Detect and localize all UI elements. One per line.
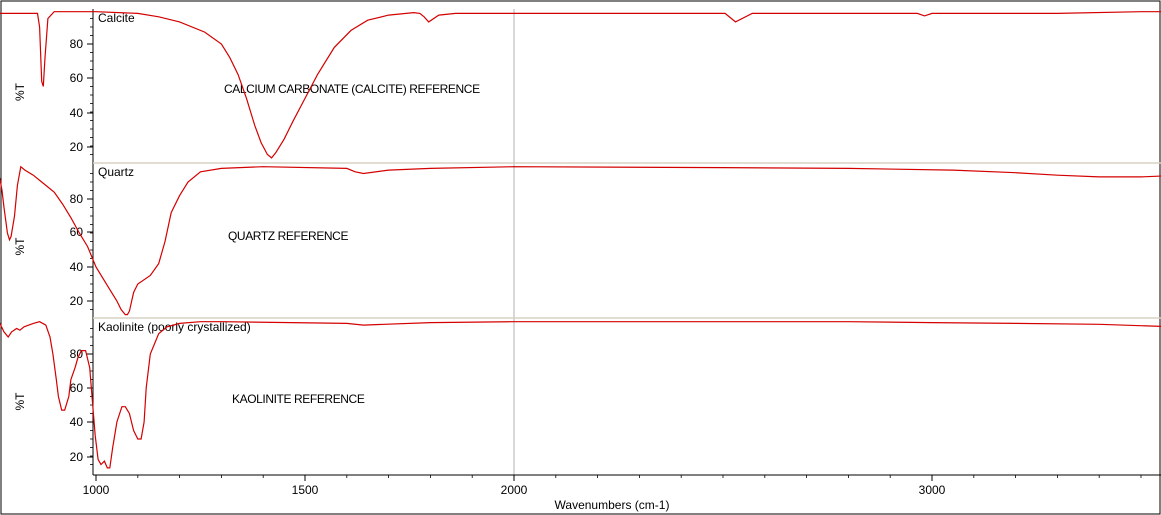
y-tick-label: 80 <box>70 192 84 206</box>
panel-annotation: QUARTZ REFERENCE <box>228 229 348 243</box>
x-tick-label: 2000 <box>501 483 528 497</box>
spectrum-line <box>0 11 1161 159</box>
y-tick-label: 40 <box>70 260 84 274</box>
x-axis: 3000 2000 1500 1000 <box>83 474 1161 497</box>
panel-annotation: KAOLINITE REFERENCE <box>232 392 365 406</box>
y-tick-label: 60 <box>70 71 84 85</box>
y-tick-label: 60 <box>70 225 84 239</box>
x-tick-label: 1000 <box>83 483 110 497</box>
spectrum-line <box>0 165 1161 316</box>
y-axis-label: %T <box>13 237 27 256</box>
y-tick-label: 20 <box>70 294 84 308</box>
x-tick-label: 1500 <box>292 483 319 497</box>
y-tick-label: 20 <box>70 450 84 464</box>
panel-annotation: CALCIUM CARBONATE (CALCITE) REFERENCE <box>224 82 480 96</box>
x-axis-label: Wavenumbers (cm-1) <box>555 498 670 512</box>
panel-title: Kaolinite (poorly crystallized) <box>98 320 251 334</box>
y-tick-label: 40 <box>70 106 84 120</box>
y-tick-label: 20 <box>70 140 84 154</box>
y-tick-label: 80 <box>70 347 84 361</box>
panel-1: 20 40 60 80 %T Calcite CALCIUM CARBONATE (CALC… <box>0 11 1161 159</box>
y-tick-label: 40 <box>70 415 84 429</box>
panel-2: 20 40 60 80 %T Quartz QUARTZ REFERENCE <box>0 162 1161 316</box>
y-tick-label: 60 <box>70 381 84 395</box>
y-axis-label: %T <box>13 82 27 101</box>
spectrum-line <box>0 321 1161 469</box>
panel-3: 20 40 60 80 %T Kaolinite (poorly crystallized… <box>0 317 1161 469</box>
panel-title: Calcite <box>98 11 135 25</box>
x-tick-label: 3000 <box>919 483 946 497</box>
y-tick-label: 80 <box>70 37 84 51</box>
panel-title: Quartz <box>98 165 134 179</box>
y-axis-label: %T <box>13 392 27 411</box>
